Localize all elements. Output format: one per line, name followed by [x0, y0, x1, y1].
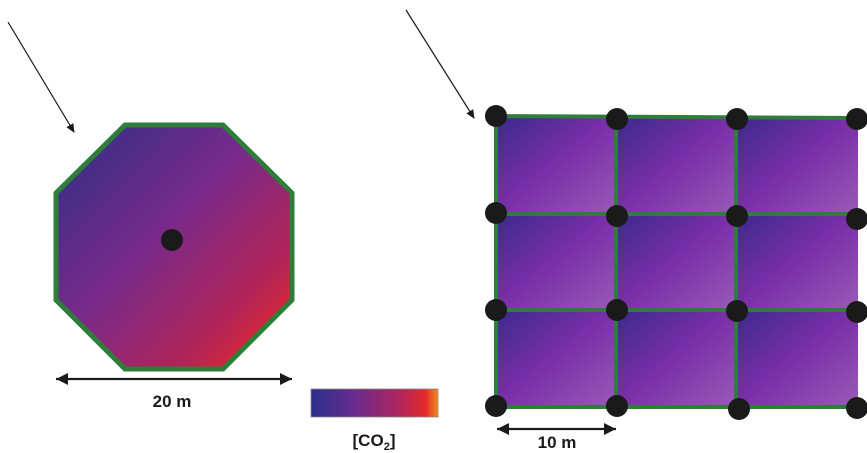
grid-node — [846, 108, 867, 130]
grid-cell — [616, 118, 736, 214]
co2-legend-label: [CO2] — [353, 431, 396, 453]
grid-node — [485, 395, 507, 417]
grid-node — [726, 300, 748, 322]
grid-borders — [494, 114, 859, 409]
grid-cell — [616, 310, 736, 406]
octagon-center-point — [161, 229, 183, 251]
co2-colorbar — [310, 388, 439, 418]
grid-node — [846, 301, 867, 323]
grid-cell — [736, 214, 858, 310]
grid-node — [485, 202, 507, 224]
pointer-arrow-left — [7, 21, 75, 133]
grid-node — [726, 108, 748, 130]
grid-node — [485, 299, 507, 321]
grid-node — [726, 205, 748, 227]
grid-cell — [496, 310, 616, 406]
grid-node — [606, 108, 628, 130]
grid-cell — [736, 310, 858, 406]
scale-bar-20m-right-arrowhead — [280, 373, 292, 385]
grid-node — [846, 397, 867, 419]
scale-label-20m: 20 m — [153, 392, 192, 411]
grid-cell — [736, 118, 858, 214]
pointer-arrow-right — [405, 9, 475, 119]
grid-cell — [496, 118, 616, 214]
scale-bar-10m-right-arrowhead — [604, 423, 616, 435]
scale-bar-10m-left-arrowhead — [497, 423, 509, 435]
grid-cell — [616, 214, 736, 310]
grid-node — [606, 299, 628, 321]
cell-grid — [496, 118, 858, 406]
grid-node — [606, 395, 628, 417]
grid-node — [606, 205, 628, 227]
scale-label-10m: 10 m — [538, 433, 577, 452]
grid-node — [846, 208, 867, 230]
scale-bar-20m-left-arrowhead — [56, 373, 68, 385]
grid-node — [728, 398, 750, 420]
grid-nodes — [485, 105, 867, 420]
grid-node — [485, 105, 507, 127]
grid-cell — [496, 214, 616, 310]
